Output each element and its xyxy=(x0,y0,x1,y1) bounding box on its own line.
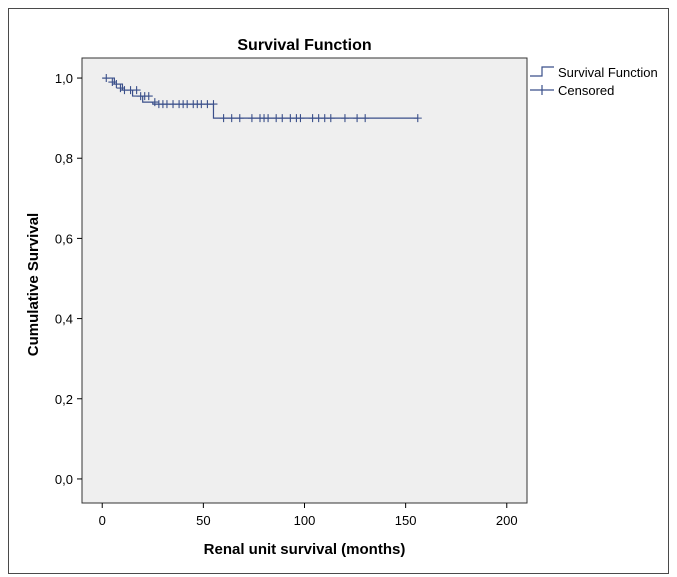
y-tick-label: 0,4 xyxy=(55,312,73,327)
censored-marker xyxy=(116,84,125,93)
x-tick-label: 100 xyxy=(294,513,316,528)
censored-marker xyxy=(219,114,228,123)
y-tick-label: 1,0 xyxy=(55,71,73,86)
legend: Survival Function Censored xyxy=(530,65,658,98)
censored-marker xyxy=(247,114,256,123)
y-tick-label: 0,8 xyxy=(55,151,73,166)
y-axis: 0,0 0,2 0,4 0,6 0,8 1,0 xyxy=(55,71,82,487)
x-axis-label: Renal unit survival (months) xyxy=(204,541,406,558)
censored-marker xyxy=(132,86,141,95)
censored-marker xyxy=(296,114,305,123)
series-layer xyxy=(102,74,422,123)
censored-marker xyxy=(361,114,370,123)
censored-marker xyxy=(150,98,159,107)
x-tick-label: 200 xyxy=(496,513,518,528)
censored-marker xyxy=(413,114,422,123)
censored-marker xyxy=(227,114,236,123)
censored-marker xyxy=(112,80,121,89)
censored-marker xyxy=(340,114,349,123)
censored-marker xyxy=(235,114,244,123)
censored-marker xyxy=(108,78,117,87)
censored-marker xyxy=(209,100,218,109)
x-tick-label: 0 xyxy=(99,513,106,528)
chart-title: Survival Function xyxy=(237,37,371,54)
y-tick-label: 0,2 xyxy=(55,392,73,407)
x-tick-label: 50 xyxy=(196,513,210,528)
x-tick-label: 150 xyxy=(395,513,417,528)
legend-plus-symbol xyxy=(530,85,554,95)
censored-markers xyxy=(102,74,422,123)
censored-marker xyxy=(353,114,362,123)
censored-marker xyxy=(278,114,287,123)
legend-label-survival-function: Survival Function xyxy=(558,65,658,80)
y-axis-label: Cumulative Survival xyxy=(25,213,42,356)
x-axis: 0 50 100 150 200 xyxy=(99,503,518,528)
y-tick-label: 0,6 xyxy=(55,231,73,246)
legend-label-censored: Censored xyxy=(558,83,614,98)
censored-marker xyxy=(144,92,153,101)
censored-marker xyxy=(264,114,273,123)
censored-marker xyxy=(102,74,111,83)
y-tick-label: 0,0 xyxy=(55,472,73,487)
censored-marker xyxy=(326,114,335,123)
plot-area xyxy=(81,57,528,504)
legend-step-symbol xyxy=(530,66,554,77)
